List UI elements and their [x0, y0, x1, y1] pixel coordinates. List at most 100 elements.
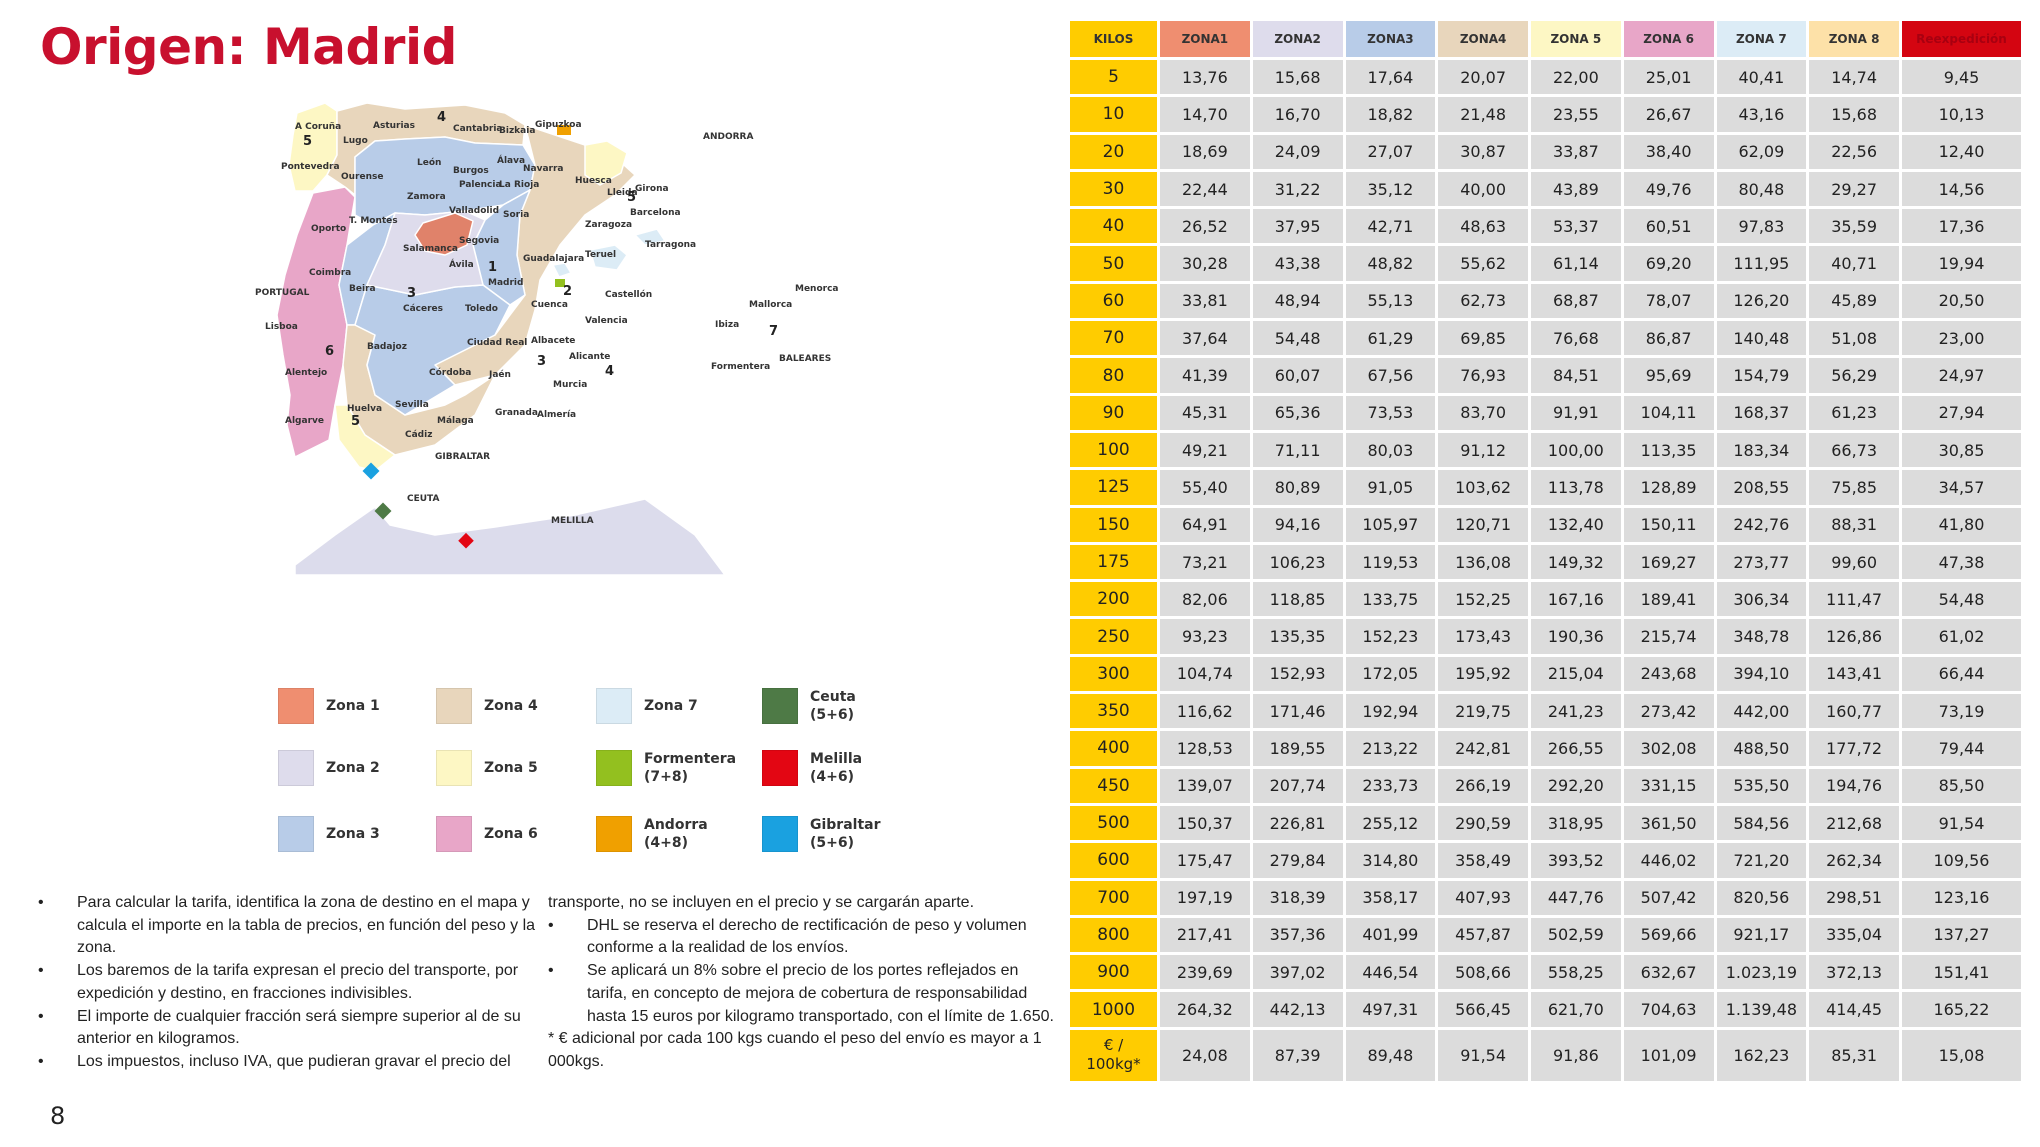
price-cell: 558,25 [1531, 955, 1621, 990]
price-cell: 29,27 [1809, 171, 1899, 207]
price-cell: 79,44 [1902, 731, 2021, 766]
price-cell: 442,13 [1252, 992, 1343, 1027]
map-label: Madrid [488, 278, 523, 288]
map-zone-number: 2 [563, 284, 572, 299]
weight-cell: 5 [1070, 60, 1157, 95]
column-header: KILOS [1070, 21, 1157, 57]
map-zone7-mallorca [589, 244, 628, 271]
price-cell: 215,74 [1623, 619, 1714, 654]
price-cell: 69,20 [1623, 246, 1714, 281]
price-cell: 91,54 [1438, 1029, 1528, 1081]
price-cell: 348,78 [1716, 619, 1807, 654]
price-cell: 168,37 [1716, 395, 1807, 430]
weight-cell: 900 [1070, 955, 1157, 990]
price-cell: 358,17 [1345, 880, 1436, 915]
legend-label: Formentera (7+8) [644, 751, 737, 785]
price-cell: 17,64 [1345, 60, 1436, 95]
map-label: T. Montes [349, 216, 398, 226]
price-cell: 140,48 [1716, 321, 1807, 356]
map-zone-number: 1 [488, 260, 497, 275]
price-cell: 262,34 [1809, 843, 1899, 878]
price-cell: 113,78 [1531, 470, 1621, 505]
price-cell: 85,31 [1809, 1029, 1899, 1081]
legend-label: Zona 2 [326, 760, 380, 776]
price-cell: 298,51 [1809, 880, 1899, 915]
price-cell: 190,36 [1531, 619, 1621, 654]
column-header: ZONA 7 [1716, 21, 1807, 57]
column-header: ZONA 6 [1623, 21, 1714, 57]
price-cell: 54,48 [1252, 321, 1343, 356]
price-cell: 21,48 [1438, 97, 1528, 132]
map-formentera-marker [555, 279, 565, 287]
price-cell: 91,12 [1438, 432, 1528, 468]
price-cell: 83,70 [1438, 395, 1528, 430]
price-cell: 120,71 [1438, 507, 1528, 542]
table-row: 175 73,21 106,23 119,53 136,08 149,32 169,27 27… [1070, 544, 2021, 580]
weight-cell: 50 [1070, 246, 1157, 281]
price-cell: 123,16 [1902, 880, 2021, 915]
map-label: Ibiza [715, 320, 739, 330]
price-cell: 192,94 [1345, 694, 1436, 729]
price-cell: 189,55 [1252, 731, 1343, 766]
price-cell: 99,60 [1809, 544, 1899, 580]
weight-cell: 400 [1070, 731, 1157, 766]
price-cell: 150,37 [1160, 805, 1250, 841]
table-row: 500 150,37 226,81 255,12 290,59 318,95 361,50 5… [1070, 805, 2021, 841]
legend-label: Zona 3 [326, 826, 380, 842]
price-cell: 106,23 [1252, 544, 1343, 580]
legend-item: Andorra (4+8) [596, 816, 708, 852]
price-cell: 61,02 [1902, 619, 2021, 654]
price-cell: 82,06 [1160, 582, 1250, 617]
weight-cell: 700 [1070, 880, 1157, 915]
price-cell: 61,29 [1345, 321, 1436, 356]
column-header: ZONA 8 [1809, 21, 1899, 57]
price-cell: 13,76 [1160, 60, 1250, 95]
price-cell: 31,22 [1252, 171, 1343, 207]
map-zone-number: 3 [537, 354, 546, 369]
price-cell: 24,09 [1252, 134, 1343, 169]
price-cell: 217,41 [1160, 917, 1250, 953]
map-label: MELILLA [551, 516, 594, 526]
price-cell: 165,22 [1902, 992, 2021, 1027]
price-cell: 292,20 [1531, 768, 1621, 803]
price-cell: 41,80 [1902, 507, 2021, 542]
price-cell: 335,04 [1809, 917, 1899, 953]
weight-cell: 40 [1070, 209, 1157, 244]
table-row: 80 41,39 60,07 67,56 76,93 84,51 95,69 154,79 56… [1070, 358, 2021, 393]
price-cell: 80,89 [1252, 470, 1343, 505]
table-row: 70 37,64 54,48 61,29 69,85 76,68 86,87 140,48 51… [1070, 321, 2021, 356]
legend-item: Gibraltar (5+6) [762, 816, 881, 852]
map-label: Álava [497, 154, 525, 166]
table-row: 350 116,62 171,46 192,94 219,75 241,23 273,42 4… [1070, 694, 2021, 729]
map-label: Palencia [459, 180, 502, 190]
price-cell: 87,39 [1252, 1029, 1343, 1081]
price-cell: 921,17 [1716, 917, 1807, 953]
map-label: Cantabria [453, 124, 503, 134]
price-cell: 302,08 [1623, 731, 1714, 766]
price-cell: 457,87 [1438, 917, 1528, 953]
price-cell: 94,16 [1252, 507, 1343, 542]
table-row: 1000 264,32 442,13 497,31 566,45 621,70 704,63… [1070, 992, 2021, 1027]
map-label: Castellón [605, 289, 652, 300]
price-cell: 69,85 [1438, 321, 1528, 356]
price-cell: 128,89 [1623, 470, 1714, 505]
price-cell: 215,04 [1531, 656, 1621, 692]
price-cell: 152,23 [1345, 619, 1436, 654]
weight-cell: 10 [1070, 97, 1157, 132]
price-cell: 71,11 [1252, 432, 1343, 468]
map-label: Alentejo [285, 368, 327, 378]
price-cell: 85,50 [1902, 768, 2021, 803]
weight-cell: 30 [1070, 171, 1157, 207]
map-label: Girona [635, 184, 669, 194]
price-cell: 535,50 [1716, 768, 1807, 803]
legend-item: Zona 2 [278, 750, 380, 786]
notes-column-2: transporte, no se incluyen en el precio … [548, 892, 1058, 1074]
map-label: Sevilla [395, 400, 429, 410]
map-zone5-galicia [288, 102, 338, 192]
price-cell: 488,50 [1716, 731, 1807, 766]
price-cell: 139,07 [1160, 768, 1250, 803]
map-label: Valladolid [449, 206, 499, 216]
legend-swatch [278, 816, 314, 852]
price-cell: 49,21 [1160, 432, 1250, 468]
map-label: Cuenca [531, 300, 568, 310]
